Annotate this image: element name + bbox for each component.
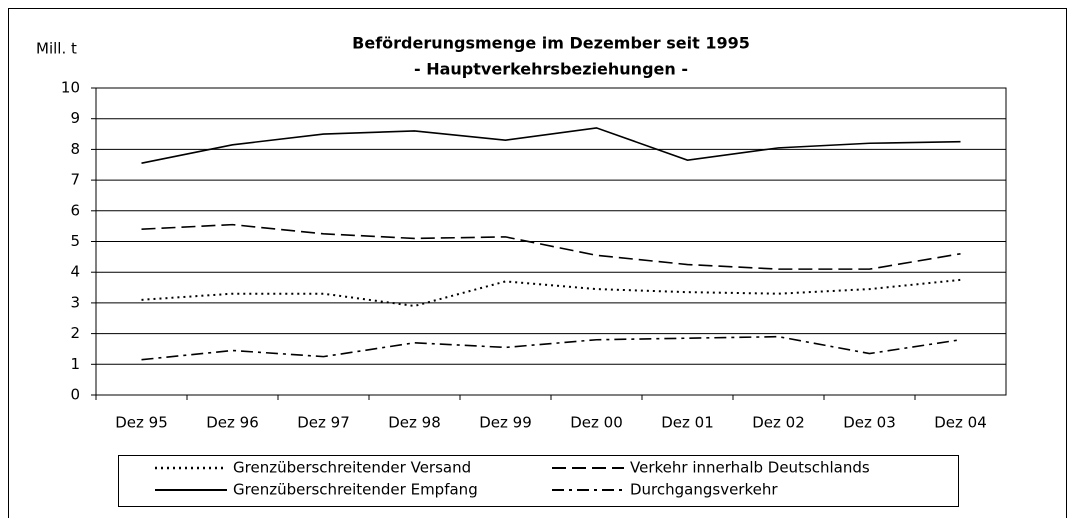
- y-tick-label: 10: [61, 79, 80, 97]
- y-tick-label: 7: [70, 171, 80, 189]
- legend-box: [118, 455, 959, 507]
- y-tick-label: 6: [70, 201, 80, 219]
- y-tick-label: 5: [70, 232, 80, 250]
- y-tick-label: 9: [70, 109, 80, 127]
- y-axis-label: Mill. t: [36, 40, 77, 58]
- x-tick-label: Dez 00: [570, 414, 623, 432]
- series-line: [141, 278, 961, 307]
- x-tick-label: Dez 03: [843, 414, 896, 432]
- y-tick-label: 0: [70, 386, 80, 404]
- x-tick-label: Dez 98: [388, 414, 441, 432]
- y-tick-label: 4: [70, 263, 80, 281]
- y-tick-label: 2: [70, 324, 80, 342]
- frame: [8, 8, 1067, 518]
- legend-label: Grenzüberschreitender Empfang: [233, 481, 478, 499]
- x-tick-label: Dez 97: [297, 414, 350, 432]
- x-tick-label: Dez 96: [206, 414, 259, 432]
- chart-subtitle: - Hauptverkehrsbeziehungen -: [414, 60, 688, 79]
- legend-label: Grenzüberschreitender Versand: [233, 459, 471, 477]
- y-tick-label: 8: [70, 140, 80, 158]
- series-line: [141, 335, 961, 361]
- x-tick-label: Dez 99: [479, 414, 532, 432]
- x-tick-label: Dez 01: [661, 414, 714, 432]
- x-tick-label: Dez 04: [934, 414, 987, 432]
- y-tick-label: 3: [70, 293, 80, 311]
- x-tick-label: Dez 95: [115, 414, 168, 432]
- legend-label: Durchgangsverkehr: [630, 481, 778, 499]
- y-tick-label: 1: [70, 355, 80, 373]
- legend-label: Verkehr innerhalb Deutschlands: [630, 459, 870, 477]
- series-line: [141, 127, 961, 164]
- chart-title: Beförderungsmenge im Dezember seit 1995: [352, 34, 750, 53]
- series-line: [141, 223, 961, 270]
- x-tick-label: Dez 02: [752, 414, 805, 432]
